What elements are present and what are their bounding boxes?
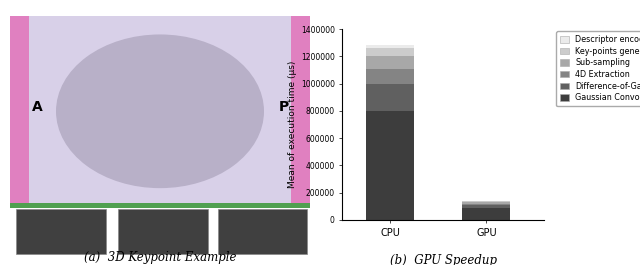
Bar xyxy=(367,111,415,220)
Ellipse shape xyxy=(56,34,264,188)
Bar xyxy=(367,48,415,56)
Bar xyxy=(10,203,310,208)
Bar xyxy=(462,201,511,202)
Bar xyxy=(291,16,310,207)
Bar xyxy=(367,84,415,111)
Bar xyxy=(367,45,415,48)
Legend: Descriptor encoding, Key-points generation, Sub-sampling, 4D Extraction, Differe: Descriptor encoding, Key-points generati… xyxy=(556,31,640,106)
Text: (a)  3D Keypoint Example: (a) 3D Keypoint Example xyxy=(84,251,236,264)
Bar xyxy=(462,204,511,205)
Bar xyxy=(118,209,208,254)
Bar xyxy=(462,205,511,208)
Text: (b)  GPU Speedup: (b) GPU Speedup xyxy=(390,254,497,265)
Y-axis label: Mean of execution time (μs): Mean of execution time (μs) xyxy=(287,61,296,188)
Bar xyxy=(16,209,106,254)
Text: P: P xyxy=(278,100,289,114)
Bar xyxy=(462,202,511,204)
Bar xyxy=(462,208,511,220)
Text: A: A xyxy=(32,100,43,114)
Bar xyxy=(10,16,29,207)
Bar xyxy=(367,69,415,84)
Bar xyxy=(10,16,310,207)
Bar xyxy=(218,209,307,254)
Bar xyxy=(367,56,415,69)
